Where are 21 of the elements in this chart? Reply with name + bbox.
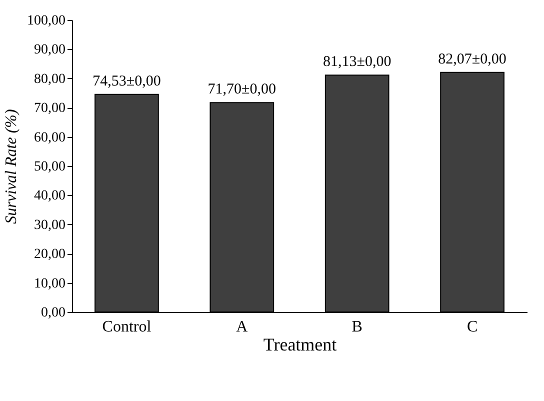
y-tick-label: 20,00 bbox=[34, 247, 66, 262]
y-tick-label: 40,00 bbox=[34, 188, 66, 204]
y-axis-title: Survival Rate (%) bbox=[3, 109, 20, 224]
y-tick-label: 10,00 bbox=[34, 276, 66, 292]
y-tick-label: 30,00 bbox=[34, 218, 66, 233]
x-axis-title: Treatment bbox=[263, 334, 337, 354]
x-tick-label: C bbox=[466, 318, 478, 336]
x-tick-label: B bbox=[352, 318, 362, 336]
data-label: 81,13±0,00 bbox=[322, 54, 392, 70]
y-tick-label: 0,00 bbox=[41, 306, 66, 320]
x-tick-label: A bbox=[236, 318, 248, 336]
data-label: 74,53±0,00 bbox=[92, 73, 161, 90]
y-tick-label: 100,00 bbox=[27, 14, 66, 28]
y-tick-label: 90,00 bbox=[34, 42, 66, 58]
x-tick-label: Control bbox=[102, 318, 152, 336]
y-tick-label: 70,00 bbox=[34, 101, 66, 116]
data-label: 71,70±0,00 bbox=[208, 82, 276, 98]
y-tick-label: 60,00 bbox=[34, 130, 66, 146]
data-label: 82,07±0,00 bbox=[438, 51, 506, 68]
y-tick-label: 80,00 bbox=[34, 72, 66, 87]
y-tick-label: 50,00 bbox=[34, 160, 66, 174]
